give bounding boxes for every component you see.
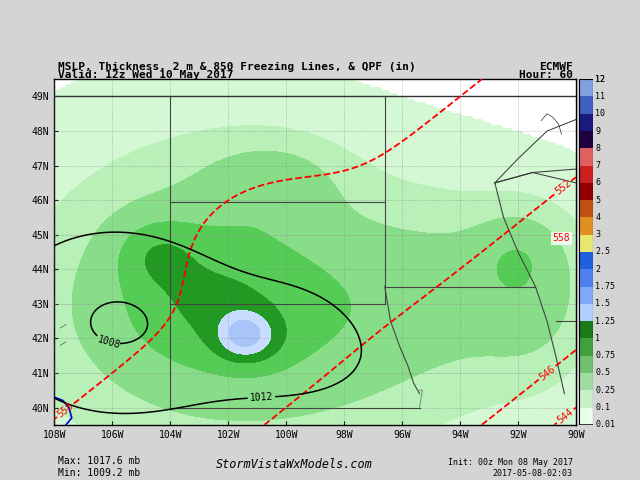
Polygon shape: [579, 425, 593, 433]
Text: 544: 544: [556, 407, 575, 425]
Text: 0.25: 0.25: [595, 386, 615, 395]
Text: 1.25: 1.25: [595, 317, 615, 325]
Text: MSLP, Thickness, 2 m & 850 Freezing Lines, & QPF (in): MSLP, Thickness, 2 m & 850 Freezing Line…: [58, 62, 415, 72]
Text: 1008: 1008: [97, 334, 122, 350]
Text: 2: 2: [595, 265, 600, 274]
Bar: [579, 183, 593, 200]
Text: Init: 00z Mon 08 May 2017
2017-05-08-02:03: Init: 00z Mon 08 May 2017 2017-05-08-02:…: [448, 458, 573, 478]
Bar: [579, 217, 593, 235]
Text: 558: 558: [553, 233, 570, 243]
Bar: [579, 166, 593, 183]
Text: Max: 1017.6 mb
Min: 1009.2 mb: Max: 1017.6 mb Min: 1009.2 mb: [58, 456, 140, 478]
Text: 12: 12: [595, 75, 605, 84]
Text: 12: 12: [595, 75, 605, 84]
Text: 8: 8: [595, 144, 600, 153]
Text: 11: 11: [595, 92, 605, 101]
Text: 1.75: 1.75: [595, 282, 615, 291]
Bar: [579, 321, 593, 338]
Bar: [579, 200, 593, 217]
Text: 9: 9: [595, 127, 600, 135]
Text: 10: 10: [595, 109, 605, 118]
Text: 6: 6: [595, 179, 600, 187]
Text: Valid: 12z Wed 10 May 2017: Valid: 12z Wed 10 May 2017: [58, 70, 233, 80]
Text: Hour: 60: Hour: 60: [519, 70, 573, 80]
Bar: [579, 390, 593, 408]
Text: StormVistaWxModels.com: StormVistaWxModels.com: [216, 458, 372, 471]
Text: ECMWF: ECMWF: [539, 62, 573, 72]
Bar: [579, 408, 593, 425]
Text: 2.5: 2.5: [595, 248, 610, 256]
Text: 546: 546: [537, 363, 557, 382]
Text: 558: 558: [56, 401, 76, 420]
Bar: [579, 252, 593, 269]
Bar: [579, 114, 593, 131]
Text: 0.75: 0.75: [595, 351, 615, 360]
Text: 7: 7: [595, 161, 600, 170]
Text: 0.1: 0.1: [595, 403, 610, 412]
Text: 0.01: 0.01: [595, 420, 615, 429]
Bar: [579, 304, 593, 321]
Text: 1: 1: [595, 334, 600, 343]
Bar: [579, 338, 593, 356]
Text: 4: 4: [595, 213, 600, 222]
Bar: [579, 287, 593, 304]
Text: 1012: 1012: [250, 392, 273, 403]
Bar: [579, 96, 593, 114]
Text: 0.5: 0.5: [595, 369, 610, 377]
Bar: [579, 79, 593, 96]
Bar: [579, 269, 593, 287]
Bar: [579, 148, 593, 166]
Text: 5: 5: [595, 196, 600, 204]
Bar: [579, 131, 593, 148]
Text: 3: 3: [595, 230, 600, 239]
Bar: [579, 356, 593, 373]
Bar: [579, 373, 593, 390]
Text: 1.5: 1.5: [595, 300, 610, 308]
Text: 552: 552: [553, 178, 573, 197]
Bar: [579, 235, 593, 252]
